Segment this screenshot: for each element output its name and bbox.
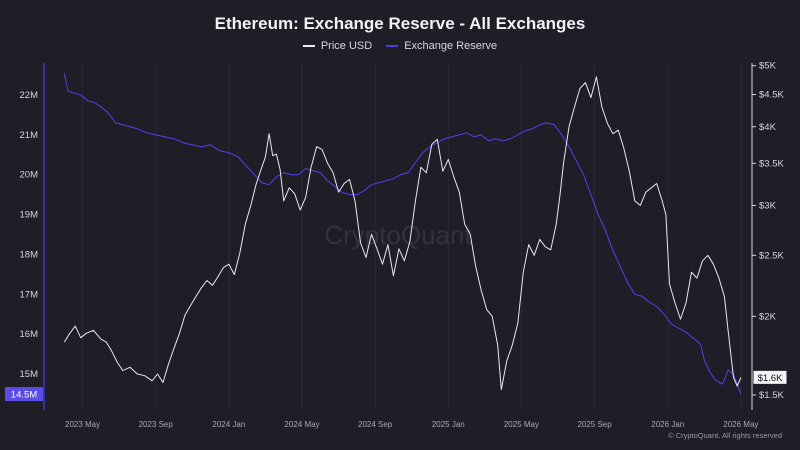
left-tick-label: 21M	[20, 130, 39, 141]
x-tick-label: 2026 Jan	[651, 420, 684, 429]
x-tick-label: 2025 Jan	[432, 420, 465, 429]
right-tick-label: $3K	[759, 200, 777, 211]
legend-swatch-exchange-reserve	[386, 45, 399, 47]
copyright-footer: © CryptoQuant. All rights reserved	[668, 431, 782, 440]
x-tick-label: 2024 Jan	[212, 420, 245, 429]
right-tick-label: $4K	[759, 122, 777, 133]
left-current-badge	[5, 387, 43, 402]
legend-label-price: Price USD	[320, 40, 373, 52]
legend-item-exchange-reserve[interactable]: Exchange Reserve	[386, 40, 497, 52]
left-tick-label: 22M	[20, 90, 39, 101]
series-line-price	[63, 76, 742, 391]
legend-item-price[interactable]: Price USD	[302, 40, 373, 52]
right-tick-label: $2K	[759, 311, 777, 322]
left-tick-label: 16M	[20, 329, 39, 340]
right-tick-label: $5K	[759, 61, 777, 72]
x-tick-label: 2023 Sep	[139, 420, 174, 429]
legend-swatch-price	[302, 45, 315, 47]
x-tick-label: 2024 Sep	[358, 420, 393, 429]
x-tick-label: 2026 May	[723, 420, 758, 429]
right-tick-label: $4.5K	[759, 90, 784, 101]
series-line-exchange-reserve	[63, 72, 742, 395]
right-current-badge	[752, 369, 788, 385]
left-tick-label: 20M	[20, 170, 39, 181]
x-tick-label: 2025 Sep	[577, 420, 612, 429]
chart-legend: Price USD Exchange Reserve	[0, 40, 800, 52]
right-tick-label: $1.5K	[759, 390, 784, 401]
x-tick-label: 2025 May	[504, 420, 539, 429]
left-tick-label: 18M	[20, 249, 39, 260]
right-current-badge-label: $1.6K	[758, 373, 783, 384]
chart-title: Ethereum: Exchange Reserve - All Exchang…	[214, 14, 586, 33]
left-tick-label: 19M	[20, 210, 39, 221]
right-tick-label: $2.5K	[759, 250, 784, 261]
left-tick-label: 15M	[20, 369, 39, 380]
x-tick-label: 2023 May	[65, 420, 100, 429]
x-tick-label: 2024 May	[284, 420, 319, 429]
left-current-badge-label: 14.5M	[11, 390, 37, 401]
left-tick-label: 17M	[20, 289, 39, 300]
right-tick-label: $3.5K	[759, 158, 784, 169]
legend-label-exchange-reserve: Exchange Reserve	[404, 40, 498, 52]
watermark-text: CryptoQuant	[324, 220, 472, 250]
